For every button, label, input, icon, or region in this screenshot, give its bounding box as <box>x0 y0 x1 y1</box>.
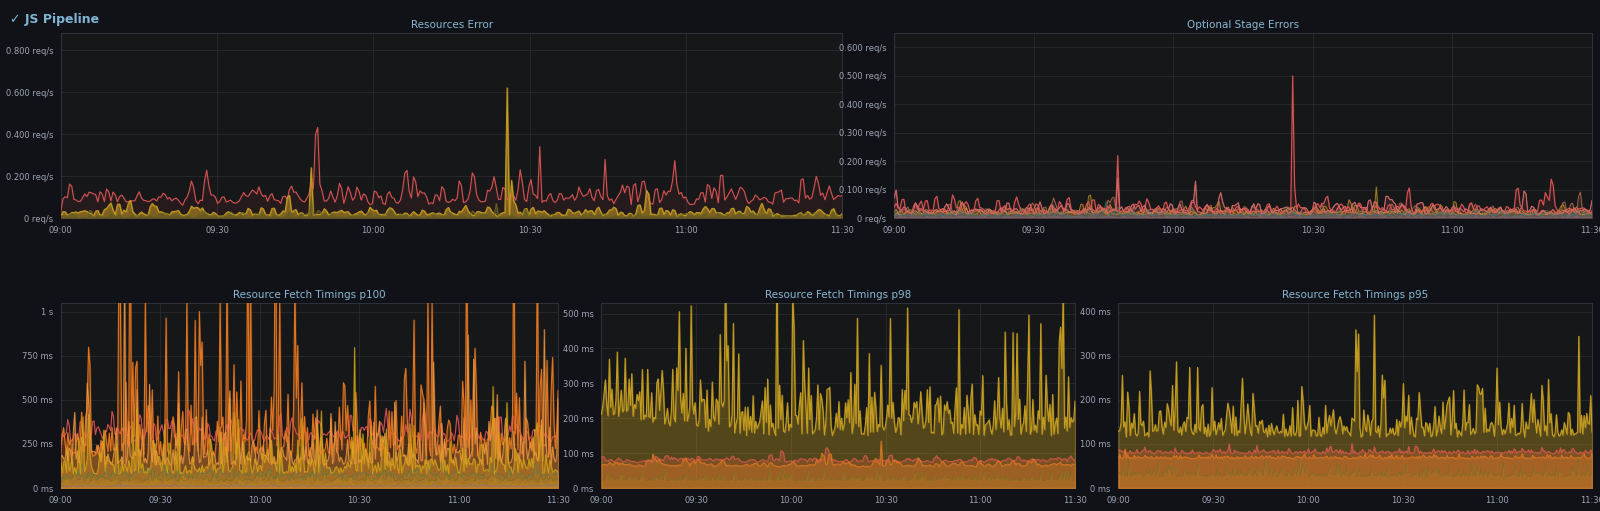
Title: Resource Fetch Timings p95: Resource Fetch Timings p95 <box>1282 290 1429 300</box>
Text: ✓ JS Pipeline: ✓ JS Pipeline <box>10 13 99 26</box>
Title: Resources Error: Resources Error <box>411 20 493 30</box>
Title: Resource Fetch Timings p100: Resource Fetch Timings p100 <box>234 290 386 300</box>
Title: Optional Stage Errors: Optional Stage Errors <box>1187 20 1299 30</box>
Title: Resource Fetch Timings p98: Resource Fetch Timings p98 <box>765 290 912 300</box>
